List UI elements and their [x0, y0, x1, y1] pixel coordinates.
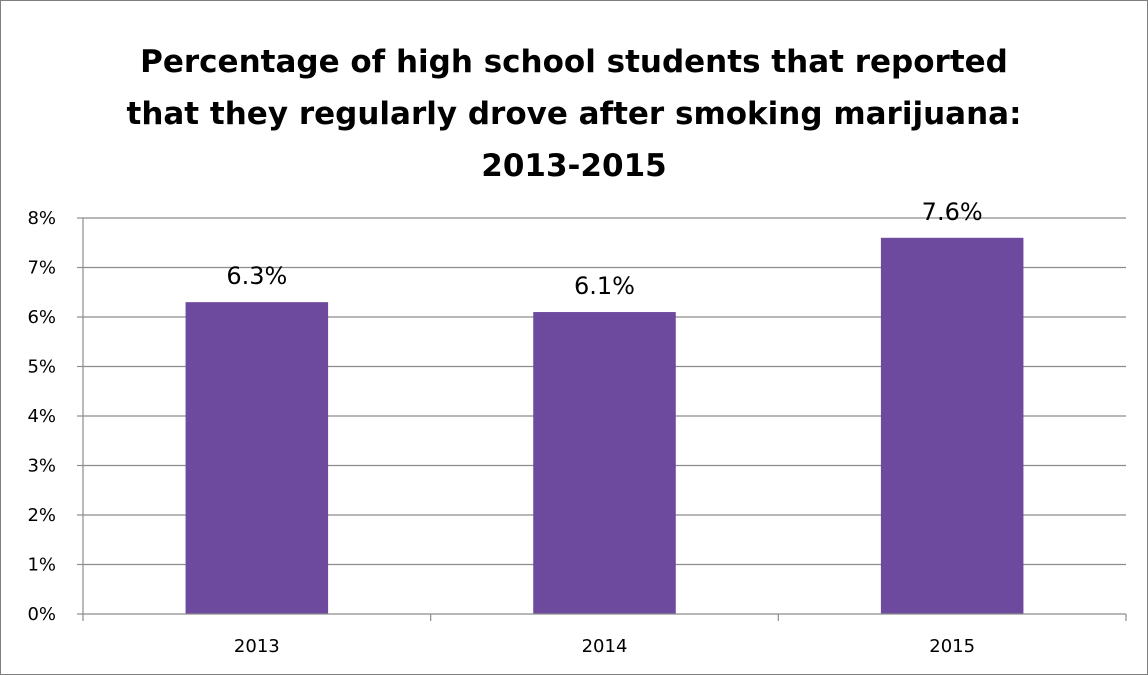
- bar-2015: [880, 237, 1024, 615]
- chart-title: Percentage of high school students that …: [127, 44, 1022, 184]
- y-axis-tick-label: 6%: [27, 307, 56, 328]
- y-axis-tick-label: 5%: [27, 357, 56, 378]
- y-axis-tick-label: 3%: [27, 456, 56, 477]
- y-axis-tick-label: 0%: [27, 604, 56, 625]
- x-axis-tick-labels: 2013 2014 2015: [234, 636, 975, 657]
- y-axis-tick-label: 4%: [27, 406, 56, 427]
- y-axis-tick-label: 1%: [27, 555, 56, 576]
- x-axis-tick-label: 2013: [234, 636, 280, 657]
- chart-title-line-3: 2013-2015: [481, 148, 666, 184]
- bar-2013: [185, 302, 329, 614]
- x-axis-tick-label: 2015: [929, 636, 975, 657]
- chart-title-line-2: that they regularly drove after smoking …: [127, 96, 1022, 132]
- axes: [77, 217, 1127, 621]
- chart-title-line-1: Percentage of high school students that …: [140, 44, 1008, 80]
- bars: [185, 237, 1024, 615]
- data-labels: 6.3% 6.1% 7.6%: [226, 198, 982, 300]
- data-label-2013: 6.3%: [226, 262, 287, 290]
- bar-2014: [533, 312, 676, 614]
- y-axis-tick-label: 2%: [27, 505, 56, 526]
- data-label-2014: 6.1%: [574, 272, 635, 300]
- data-label-2015: 7.6%: [922, 198, 983, 226]
- y-axis-tick-label: 7%: [27, 258, 56, 279]
- x-axis-tick-label: 2014: [582, 636, 628, 657]
- y-axis-tick-label: 8%: [27, 208, 56, 229]
- y-axis-tick-labels: 0% 1% 2% 3% 4% 5% 6% 7% 8%: [27, 208, 56, 625]
